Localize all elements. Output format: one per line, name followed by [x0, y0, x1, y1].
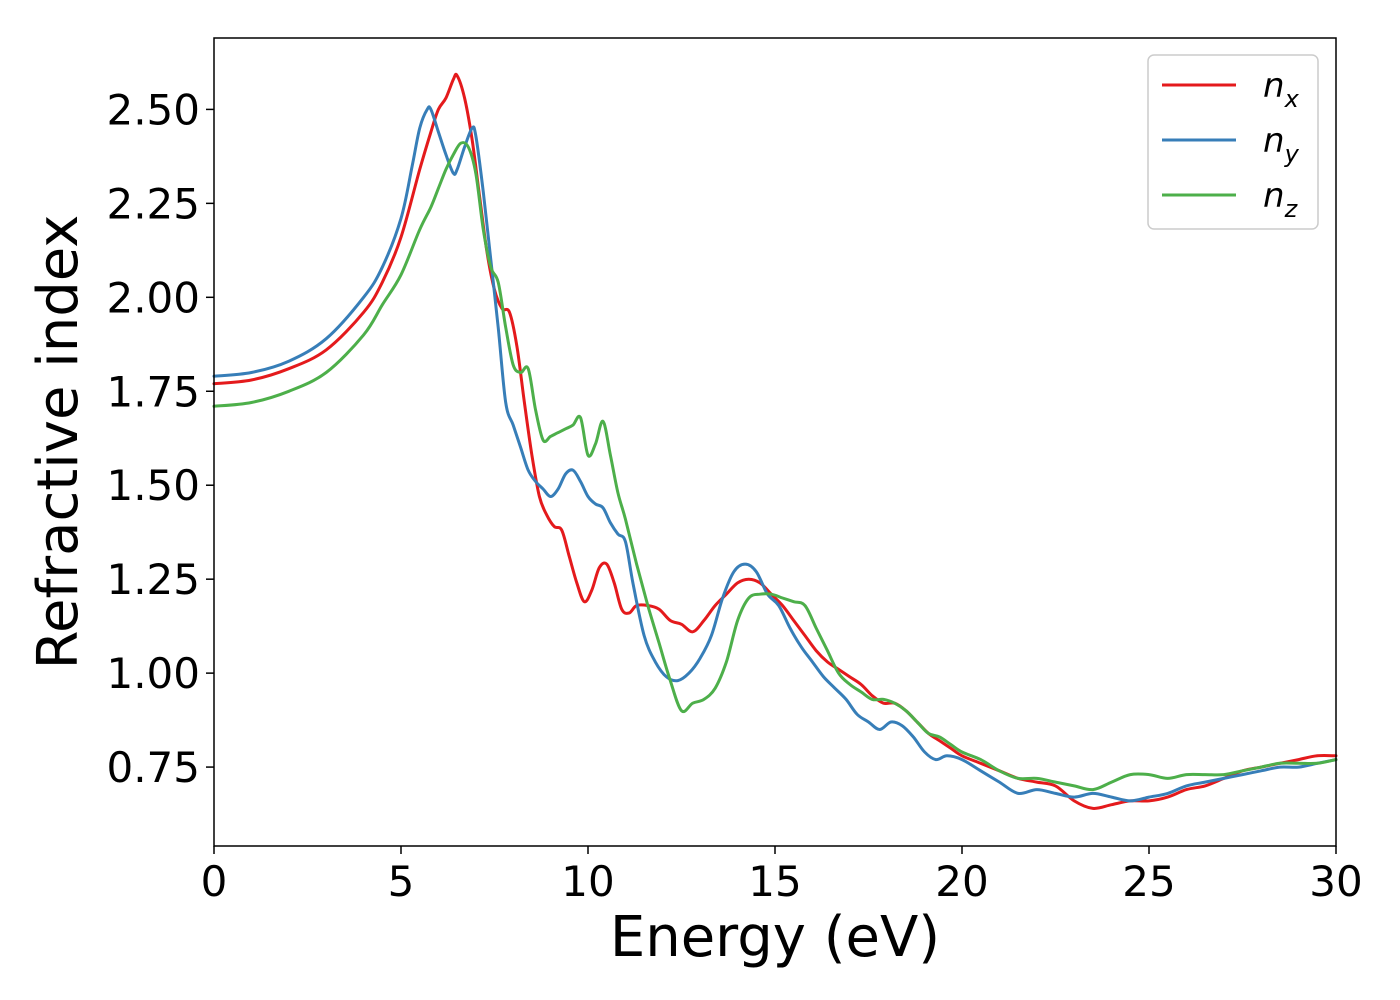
- y-tick-label: 1.25: [106, 555, 200, 604]
- y-axis-label: Refractive index: [26, 215, 91, 670]
- legend-label-x: nx: [1263, 66, 1300, 113]
- x-tick-label: 30: [1309, 857, 1362, 906]
- series-line-y: [212, 105, 1338, 803]
- x-tick-label: 25: [1122, 857, 1175, 906]
- x-tick-label: 5: [388, 857, 415, 906]
- legend-label-subscript: z: [1284, 195, 1299, 223]
- series-line-x: [212, 72, 1338, 810]
- x-axis: 0 5 10 15 20 25 30: [201, 846, 1363, 906]
- y-tick-label: 2.00: [106, 273, 200, 322]
- x-tick-label: 0: [201, 857, 228, 906]
- series-line-z: [212, 141, 1338, 792]
- y-tick-label: 2.25: [106, 179, 200, 228]
- y-tick-label: 1.75: [106, 367, 200, 416]
- y-tick-label: 2.50: [106, 85, 200, 134]
- x-tick-label: 15: [748, 857, 801, 906]
- legend-label-subscript: x: [1284, 85, 1300, 113]
- y-axis: 0.75 1.00 1.25 1.50 1.75 2.00 2.25 2.50: [106, 85, 214, 792]
- legend-label-base: n: [1263, 121, 1285, 161]
- y-tick-label: 1.00: [106, 649, 200, 698]
- x-axis-label: Energy (eV): [610, 905, 940, 970]
- legend-label-y: ny: [1263, 121, 1300, 168]
- x-tick-label: 10: [561, 857, 614, 906]
- legend-label-z: nz: [1263, 176, 1299, 223]
- y-tick-label: 0.75: [106, 743, 200, 792]
- x-tick-label: 20: [935, 857, 988, 906]
- legend-label-base: n: [1263, 176, 1285, 216]
- legend-box: [1147, 54, 1319, 230]
- legend-label-base: n: [1263, 66, 1285, 106]
- plot-lines: [212, 72, 1338, 810]
- y-tick-label: 1.50: [106, 461, 200, 510]
- legend-label-subscript: y: [1284, 140, 1300, 168]
